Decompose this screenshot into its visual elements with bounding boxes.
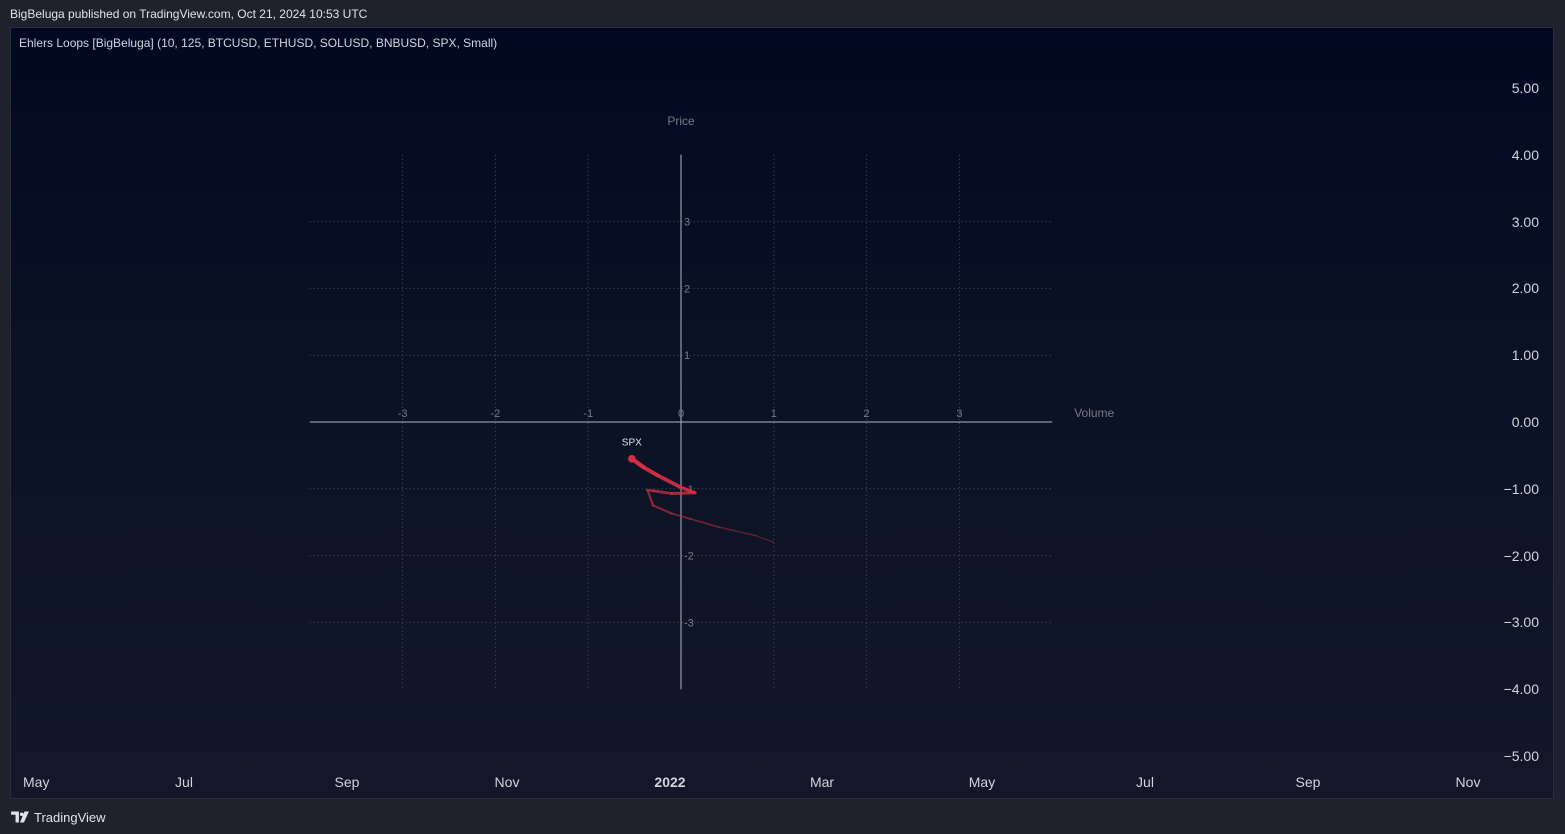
chart-pane[interactable]: Ehlers Loops [BigBeluga] (10, 125, BTCUS… <box>10 27 1554 799</box>
price-tick: 2.00 <box>1511 280 1539 297</box>
price-tick: 0.00 <box>1511 414 1539 430</box>
price-tick: 5.00 <box>1511 80 1539 96</box>
price-tick: 3.00 <box>1511 213 1539 230</box>
series-segment <box>646 488 655 507</box>
x-axis-label: Volume <box>1074 406 1114 420</box>
series-segment <box>641 465 660 478</box>
y-axis-label: Price <box>667 114 695 128</box>
series-segment <box>670 512 692 520</box>
price-tick: −3.00 <box>1503 614 1539 631</box>
series-label: SPX <box>622 438 642 449</box>
tradingview-icon <box>11 811 29 823</box>
indicator-title[interactable]: Ehlers Loops [BigBeluga] (10, 125, BTCUS… <box>19 36 498 50</box>
price-axis[interactable]: 5.00 4.00 3.00 2.00 1.00 0.00 −1.00 −2.00 −3.00 −… <box>1491 28 1553 798</box>
price-tick: 4.00 <box>1511 146 1539 163</box>
price-tick: −2.00 <box>1503 547 1539 564</box>
x-tick-label: -2 <box>491 408 501 420</box>
y-tick-label: -3 <box>684 617 694 629</box>
time-tick: Jul <box>1136 774 1154 790</box>
x-tick-label: -1 <box>583 408 593 420</box>
price-tick: −4.00 <box>1503 681 1539 698</box>
y-tick-label: 1 <box>684 350 690 362</box>
series-head-point <box>628 454 636 463</box>
time-tick: Jul <box>175 774 193 790</box>
publisher-line: BigBeluga published on TradingView.com, … <box>10 7 368 21</box>
price-tick: −5.00 <box>1503 748 1539 764</box>
time-tick: Nov <box>494 774 520 790</box>
time-tick: May <box>23 774 50 790</box>
series-segment <box>652 504 673 515</box>
series-segment <box>655 473 683 490</box>
series-segment <box>689 518 719 528</box>
x-tick-label: 1 <box>771 408 777 420</box>
time-tick: May <box>968 774 996 790</box>
time-tick: Sep <box>1295 774 1321 790</box>
time-tick: Sep <box>334 774 360 790</box>
series-segment <box>717 526 756 537</box>
y-tick-label: 2 <box>684 283 690 295</box>
y-tick-label: -2 <box>684 551 694 563</box>
price-tick: 1.00 <box>1511 347 1539 364</box>
tradingview-logo[interactable]: TradingView <box>10 808 106 826</box>
y-tick-label: 3 <box>684 217 690 229</box>
time-tick: Mar <box>809 774 835 790</box>
series-segment <box>651 489 674 495</box>
tradingview-brand: TradingView <box>34 809 106 825</box>
price-tick: −1.00 <box>1503 480 1539 497</box>
x-tick-label: -3 <box>398 408 408 420</box>
time-axis[interactable]: May Jul Sep Nov 2022 Mar May Jul Sep Nov <box>11 772 1553 796</box>
x-tick-label: 0 <box>678 408 684 420</box>
time-tick: Nov <box>1455 774 1481 790</box>
x-tick-label: 3 <box>956 408 962 420</box>
series-segment <box>754 534 775 543</box>
time-tick: 2022 <box>654 774 686 790</box>
x-tick-label: 2 <box>864 408 870 420</box>
